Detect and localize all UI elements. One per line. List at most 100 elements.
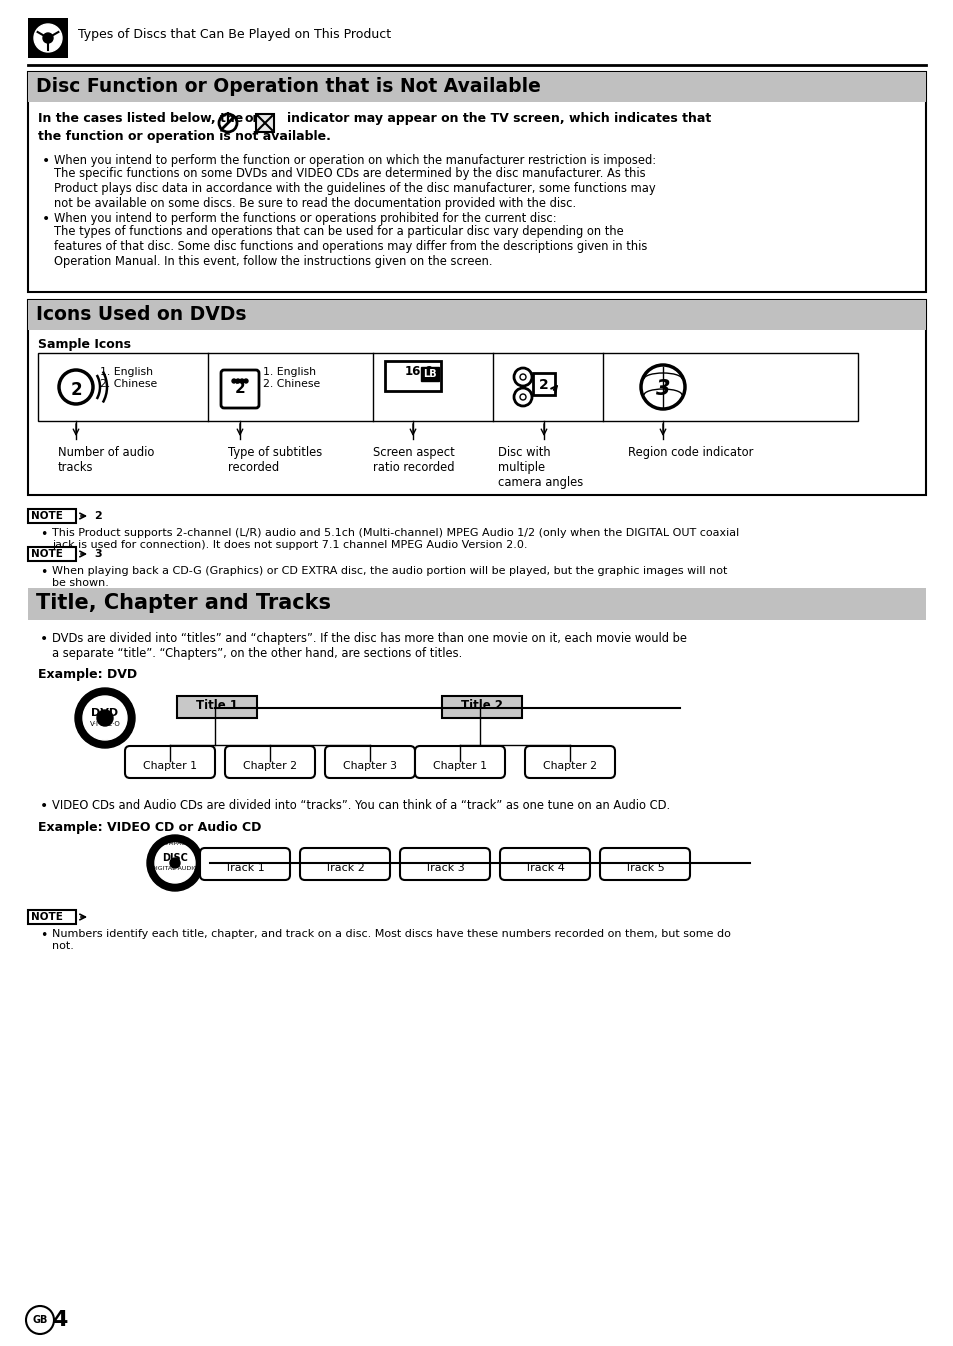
Text: Track 1: Track 1 xyxy=(225,863,265,874)
Bar xyxy=(28,71,925,102)
Text: This Product supports 2-channel (L/R) audio and 5.1ch (Multi-channel) MPEG Audio: This Product supports 2-channel (L/R) au… xyxy=(52,528,739,549)
Text: Track 4: Track 4 xyxy=(524,863,564,874)
Text: 1. English
2. Chinese: 1. English 2. Chinese xyxy=(263,367,320,389)
Circle shape xyxy=(154,843,194,883)
Bar xyxy=(533,373,555,394)
Text: Type of subtitles
recorded: Type of subtitles recorded xyxy=(228,446,322,474)
Text: Disc Function or Operation that is Not Available: Disc Function or Operation that is Not A… xyxy=(36,77,540,96)
Text: Region code indicator: Region code indicator xyxy=(627,446,753,459)
Text: Title 2: Title 2 xyxy=(460,699,502,712)
FancyBboxPatch shape xyxy=(325,746,415,778)
FancyBboxPatch shape xyxy=(200,848,290,880)
Text: NOTE: NOTE xyxy=(30,549,63,559)
Text: •: • xyxy=(40,800,49,813)
Bar xyxy=(441,696,521,717)
Text: Title, Chapter and Tracks: Title, Chapter and Tracks xyxy=(36,594,331,612)
FancyBboxPatch shape xyxy=(221,370,258,408)
Text: •: • xyxy=(40,633,49,646)
Text: indicator may appear on the TV screen, which indicates that: indicator may appear on the TV screen, w… xyxy=(287,112,711,125)
Text: 1. English
2. Chinese: 1. English 2. Chinese xyxy=(100,367,157,389)
Text: Screen aspect
ratio recorded: Screen aspect ratio recorded xyxy=(373,446,455,474)
Circle shape xyxy=(97,709,112,725)
FancyBboxPatch shape xyxy=(299,848,390,880)
Text: Types of Discs that Can Be Played on This Product: Types of Discs that Can Be Played on Thi… xyxy=(78,28,391,40)
Bar xyxy=(28,509,76,524)
FancyBboxPatch shape xyxy=(225,746,314,778)
Text: When you intend to perform the functions or operations prohibited for the curren: When you intend to perform the functions… xyxy=(54,213,556,225)
Text: GB: GB xyxy=(33,1315,49,1324)
Circle shape xyxy=(75,688,135,748)
Circle shape xyxy=(170,857,180,868)
Text: The types of functions and operations that can be used for a particular disc var: The types of functions and operations th… xyxy=(54,225,647,268)
Bar xyxy=(28,546,76,561)
Text: •: • xyxy=(40,929,48,942)
Circle shape xyxy=(235,380,240,384)
Bar xyxy=(420,367,438,381)
Text: Icons Used on DVDs: Icons Used on DVDs xyxy=(36,306,246,324)
Bar xyxy=(385,361,440,390)
Text: DVD: DVD xyxy=(91,708,118,717)
Text: DVDs are divided into “titles” and “chapters”. If the disc has more than one mov: DVDs are divided into “titles” and “chap… xyxy=(52,633,686,660)
Text: 16:9: 16:9 xyxy=(405,365,434,378)
Bar xyxy=(28,588,925,621)
Bar xyxy=(28,300,925,495)
Bar xyxy=(28,17,68,58)
Text: LB: LB xyxy=(423,369,436,380)
Text: Sample Icons: Sample Icons xyxy=(38,338,131,351)
Text: Disc with
multiple
camera angles: Disc with multiple camera angles xyxy=(497,446,582,489)
Text: Track 3: Track 3 xyxy=(425,863,464,874)
Text: •: • xyxy=(40,567,48,579)
Bar xyxy=(177,696,256,717)
FancyBboxPatch shape xyxy=(125,746,214,778)
Text: Numbers identify each title, chapter, and track on a disc. Most discs have these: Numbers identify each title, chapter, an… xyxy=(52,929,730,950)
Text: V·I·D·E·O: V·I·D·E·O xyxy=(90,721,120,727)
Circle shape xyxy=(43,34,53,43)
Text: Chapter 1: Chapter 1 xyxy=(143,760,196,771)
FancyBboxPatch shape xyxy=(399,848,490,880)
Text: 3: 3 xyxy=(655,380,670,398)
Text: or: or xyxy=(245,112,259,125)
Text: •: • xyxy=(42,153,51,168)
Text: The specific functions on some DVDs and VIDEO CDs are determined by the disc man: The specific functions on some DVDs and … xyxy=(54,167,655,210)
Bar xyxy=(38,353,857,421)
Text: Track 5: Track 5 xyxy=(624,863,664,874)
Text: Chapter 2: Chapter 2 xyxy=(542,760,597,771)
Text: DISC: DISC xyxy=(162,853,188,863)
Text: 4: 4 xyxy=(52,1310,68,1330)
Bar xyxy=(28,910,76,923)
Circle shape xyxy=(244,380,248,384)
Text: •: • xyxy=(40,528,48,541)
Text: When playing back a CD-G (Graphics) or CD EXTRA disc, the audio portion will be : When playing back a CD-G (Graphics) or C… xyxy=(52,567,726,588)
Text: 2: 2 xyxy=(94,511,102,521)
Text: 2: 2 xyxy=(234,381,245,396)
Text: the function or operation is not available.: the function or operation is not availab… xyxy=(38,131,331,143)
Circle shape xyxy=(147,835,203,891)
Text: Example: VIDEO CD or Audio CD: Example: VIDEO CD or Audio CD xyxy=(38,821,261,835)
Text: NOTE: NOTE xyxy=(30,913,63,922)
FancyBboxPatch shape xyxy=(499,848,589,880)
Text: Chapter 1: Chapter 1 xyxy=(433,760,486,771)
FancyBboxPatch shape xyxy=(599,848,689,880)
Text: DIGITAL AUDIO: DIGITAL AUDIO xyxy=(152,865,198,871)
Bar xyxy=(28,300,925,330)
Text: 2: 2 xyxy=(538,378,548,392)
Circle shape xyxy=(83,696,127,740)
Text: Track 2: Track 2 xyxy=(325,863,365,874)
Text: COMPACT: COMPACT xyxy=(160,841,190,847)
Text: 3: 3 xyxy=(94,549,102,559)
Text: Chapter 3: Chapter 3 xyxy=(343,760,396,771)
Circle shape xyxy=(34,24,62,52)
Text: 2: 2 xyxy=(71,381,82,398)
Text: Title 1: Title 1 xyxy=(195,699,237,712)
FancyBboxPatch shape xyxy=(524,746,615,778)
Text: NOTE: NOTE xyxy=(30,511,63,521)
Text: Chapter 2: Chapter 2 xyxy=(243,760,296,771)
Text: Example: DVD: Example: DVD xyxy=(38,668,137,681)
Circle shape xyxy=(26,1306,54,1334)
Circle shape xyxy=(232,380,235,384)
Circle shape xyxy=(240,380,244,384)
Text: Number of audio
tracks: Number of audio tracks xyxy=(58,446,154,474)
FancyBboxPatch shape xyxy=(415,746,504,778)
Text: VIDEO CDs and Audio CDs are divided into “tracks”. You can think of a “track” as: VIDEO CDs and Audio CDs are divided into… xyxy=(52,800,669,812)
Bar xyxy=(28,71,925,292)
